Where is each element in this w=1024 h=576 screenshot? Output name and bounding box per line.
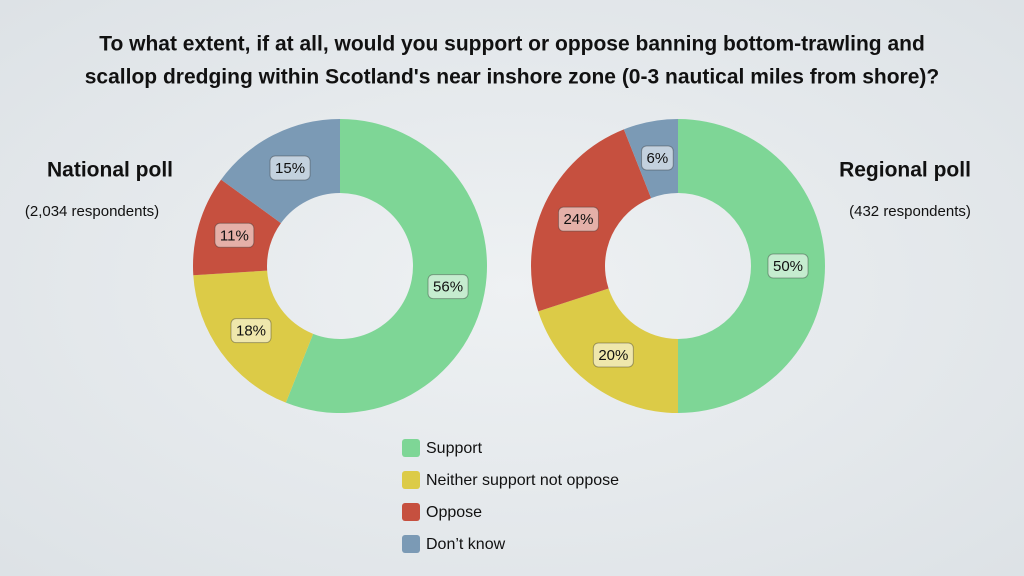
label-box bbox=[214, 222, 255, 248]
legend-swatch bbox=[402, 471, 420, 489]
data-label: 6% bbox=[647, 150, 669, 167]
legend-label: Neither support not oppose bbox=[426, 472, 619, 489]
legend-label: Don’t know bbox=[426, 536, 506, 553]
legend-label: Support bbox=[426, 440, 483, 457]
data-label: 18% bbox=[236, 323, 266, 340]
label-box bbox=[592, 342, 634, 368]
data-label: 15% bbox=[275, 160, 305, 177]
chart-subtitle: (2,034 respondents) bbox=[25, 203, 159, 220]
donut-segment bbox=[678, 119, 825, 413]
label-box bbox=[641, 145, 674, 171]
data-label: 50% bbox=[773, 258, 803, 275]
label-box bbox=[767, 253, 809, 279]
label-box bbox=[269, 155, 311, 181]
label-box bbox=[557, 206, 599, 232]
legend-label: Oppose bbox=[426, 504, 482, 521]
title-line: To what extent, if at all, would you sup… bbox=[99, 33, 925, 56]
chart-title: National poll bbox=[47, 159, 173, 182]
donut-segment bbox=[285, 119, 487, 413]
data-label: 11% bbox=[220, 227, 249, 244]
legend-swatch bbox=[402, 439, 420, 457]
data-label: 56% bbox=[433, 279, 463, 296]
label-box bbox=[427, 274, 469, 300]
title-line: scallop dredging within Scotland's near … bbox=[85, 66, 939, 89]
legend-swatch bbox=[402, 503, 420, 521]
legend-swatch bbox=[402, 535, 420, 553]
chart-subtitle: (432 respondents) bbox=[849, 203, 971, 220]
chart-title: Regional poll bbox=[839, 159, 971, 182]
data-label: 20% bbox=[598, 347, 628, 364]
label-box bbox=[230, 318, 272, 344]
data-label: 24% bbox=[563, 211, 593, 228]
